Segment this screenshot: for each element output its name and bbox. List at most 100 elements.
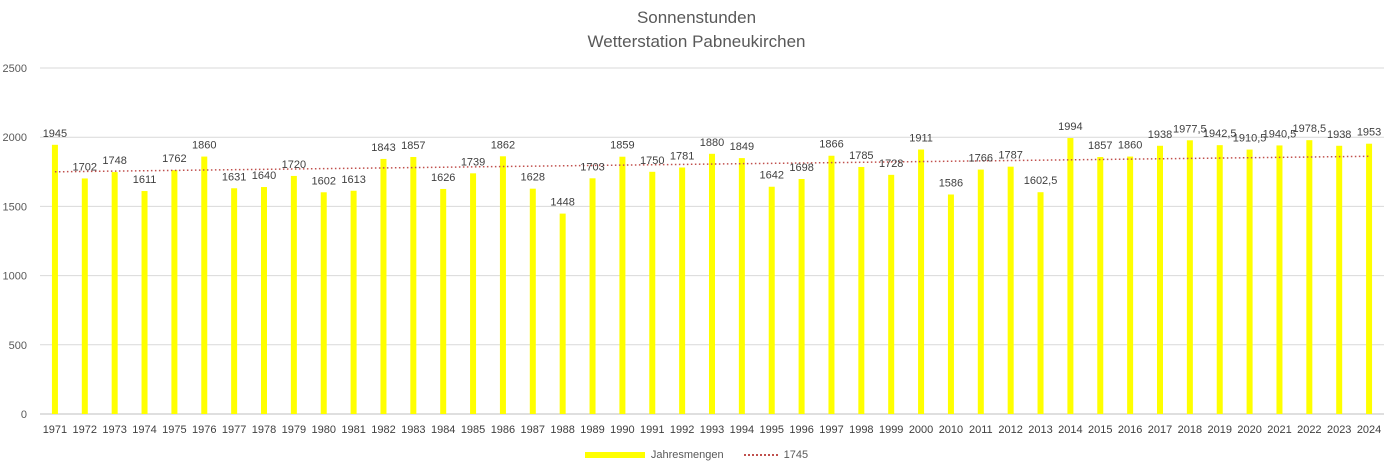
x-tick-label: 1995 <box>759 424 783 436</box>
chart-subtitle: Wetterstation Pabneukirchen <box>587 32 806 51</box>
data-label: 1945 <box>43 128 67 140</box>
bar <box>51 144 58 414</box>
bar <box>709 153 715 415</box>
y-tick-label: 2500 <box>3 63 27 75</box>
data-label: 1857 <box>1088 140 1112 152</box>
data-label: 1586 <box>939 177 963 189</box>
x-tick-label: 1990 <box>610 424 634 436</box>
bar <box>679 167 686 414</box>
data-label: 1613 <box>341 174 365 186</box>
bar <box>589 178 596 414</box>
data-label: 1631 <box>222 171 246 183</box>
bar <box>768 186 775 414</box>
x-tick-label: 1992 <box>670 424 694 436</box>
bar <box>1216 145 1223 414</box>
bar <box>828 155 835 414</box>
bar <box>918 149 925 415</box>
x-tick-label: 1980 <box>311 424 335 436</box>
x-tick-label: 1998 <box>849 424 873 436</box>
trendline <box>54 155 1370 173</box>
bar <box>798 178 805 414</box>
bar <box>1007 166 1014 414</box>
x-tick-label: 1983 <box>401 424 425 436</box>
legend-item-bars: Jahresmengen <box>584 449 724 461</box>
x-tick-label: 1976 <box>192 424 216 436</box>
bar <box>858 166 865 414</box>
x-tick-label: 1987 <box>521 424 545 436</box>
bar <box>888 174 895 414</box>
x-tick-label: 2019 <box>1207 424 1231 436</box>
bar <box>1276 145 1283 414</box>
data-label: 1849 <box>730 141 754 153</box>
bar <box>649 171 656 414</box>
data-label: 1787 <box>998 150 1022 162</box>
legend: Jahresmengen 1745 <box>0 449 1393 461</box>
bar <box>1097 156 1104 414</box>
data-label: 1626 <box>431 172 455 184</box>
data-label: 1938 <box>1327 129 1351 141</box>
bar <box>1157 145 1163 414</box>
data-label: 1940,5 <box>1263 128 1297 140</box>
bar <box>231 188 238 414</box>
x-tick-label: 1985 <box>461 424 485 436</box>
data-label: 1703 <box>580 161 604 173</box>
x-tick-label: 1988 <box>550 424 574 436</box>
data-label: 1611 <box>133 174 157 186</box>
x-tick-label: 1994 <box>730 424 754 436</box>
x-tick-label: 1979 <box>282 424 306 436</box>
data-label: 1994 <box>1058 121 1082 133</box>
y-tick-label: 1500 <box>3 201 27 213</box>
data-label: 1911 <box>909 133 933 145</box>
x-tick-label: 1984 <box>431 424 455 436</box>
data-label: 1977,5 <box>1173 123 1207 135</box>
data-label: 1862 <box>491 139 515 151</box>
x-tick-label: 1989 <box>580 424 604 436</box>
x-tick-label: 2018 <box>1178 424 1202 436</box>
data-label: 1785 <box>849 150 873 162</box>
bar <box>1067 138 1074 414</box>
bar <box>380 158 387 414</box>
x-tick-label: 2000 <box>909 424 933 436</box>
y-tick-label: 500 <box>9 340 27 352</box>
bar <box>261 187 267 414</box>
y-tick-label: 1000 <box>3 271 27 283</box>
bar <box>201 156 208 415</box>
x-tick-label: 2021 <box>1267 424 1291 436</box>
legend-item-trendline: 1745 <box>743 449 808 461</box>
bar <box>350 190 357 414</box>
x-tick-label: 2011 <box>969 424 993 436</box>
x-tick-label: 2016 <box>1118 424 1142 436</box>
x-tick-label: 1996 <box>789 424 813 436</box>
chart-title: Sonnenstunden <box>636 8 757 27</box>
data-label: 1602,5 <box>1024 175 1058 187</box>
x-tick-label: 1973 <box>102 424 126 436</box>
bar <box>290 175 297 414</box>
data-label: 1628 <box>521 172 545 184</box>
data-label: 1766 <box>969 153 993 165</box>
x-tick-label: 2012 <box>998 424 1022 436</box>
bar <box>1306 140 1313 414</box>
x-tick-label: 2013 <box>1028 424 1052 436</box>
data-label: 1859 <box>610 140 634 152</box>
bar <box>977 169 984 414</box>
x-tick-label: 2022 <box>1297 424 1321 436</box>
bar <box>499 156 506 414</box>
bar <box>619 156 626 414</box>
x-tick-label: 1971 <box>43 424 67 436</box>
x-tick-label: 2017 <box>1148 424 1172 436</box>
x-tick-label: 1993 <box>700 424 724 436</box>
bar <box>320 192 327 414</box>
data-label: 1978,5 <box>1293 123 1327 135</box>
x-tick-label: 1977 <box>222 424 246 436</box>
legend-swatch-trendline <box>743 454 778 456</box>
data-label: 1640 <box>252 170 276 182</box>
data-label: 1698 <box>789 162 813 174</box>
bar <box>1037 192 1044 414</box>
bar <box>470 173 477 414</box>
data-label: 1602 <box>311 175 335 187</box>
x-tick-label: 1972 <box>73 424 97 436</box>
data-label: 1857 <box>401 140 425 152</box>
bar <box>947 194 954 414</box>
bar <box>1336 145 1343 414</box>
